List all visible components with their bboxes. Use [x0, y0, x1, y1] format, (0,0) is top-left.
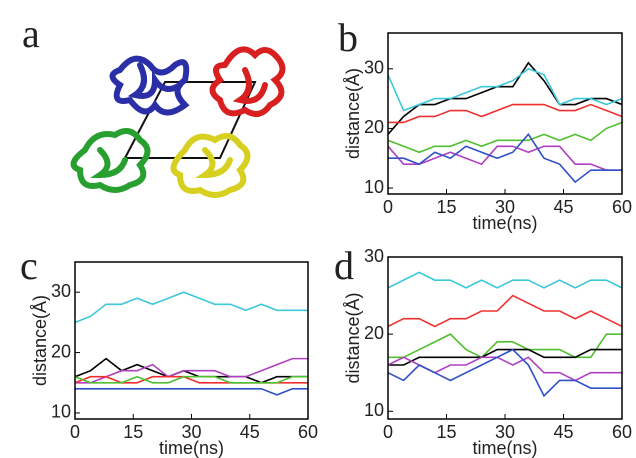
- y-tick-label: 20: [364, 323, 384, 343]
- y-tick-label: 20: [51, 341, 71, 361]
- data-line: [387, 356, 622, 382]
- x-axis-label: time(ns): [472, 213, 537, 233]
- x-tick-label: 30: [495, 422, 515, 442]
- molecule-image: [70, 46, 286, 198]
- y-axis-label: distance(Å): [343, 68, 363, 159]
- y-tick-label: 10: [51, 402, 71, 422]
- x-tick-label: 0: [70, 422, 80, 442]
- y-tick-label: 10: [364, 177, 384, 197]
- x-axis-label: time(ns): [159, 438, 224, 458]
- x-tick-label: 30: [495, 197, 515, 217]
- plot-frame: [387, 32, 623, 195]
- x-tick-label: 15: [123, 422, 143, 442]
- data-line: [388, 133, 622, 184]
- data-line: [75, 357, 308, 384]
- panel-label: d: [334, 243, 354, 288]
- y-tick-label: 20: [364, 117, 384, 137]
- data-line: [388, 333, 622, 359]
- data-line: [387, 294, 623, 328]
- y-tick-label: 10: [364, 400, 384, 420]
- data-line: [74, 375, 308, 384]
- data-line: [74, 357, 308, 384]
- x-tick-label: 15: [436, 422, 456, 442]
- y-tick-label: 30: [364, 246, 384, 266]
- x-tick-label: 45: [553, 422, 573, 442]
- panel-label: a: [22, 11, 40, 56]
- data-line: [388, 103, 623, 124]
- x-tick-label: 60: [612, 197, 632, 217]
- x-tick-label: 60: [612, 422, 632, 442]
- x-axis-label: time(ns): [472, 438, 537, 458]
- x-tick-label: 15: [436, 197, 456, 217]
- panel-label: c: [20, 243, 38, 288]
- data-line: [387, 121, 623, 154]
- x-tick-label: 0: [383, 422, 393, 442]
- data-line: [387, 67, 623, 112]
- data-line: [388, 348, 622, 366]
- y-tick-label: 30: [364, 58, 384, 78]
- x-tick-label: 60: [298, 422, 318, 442]
- x-tick-label: 45: [240, 422, 260, 442]
- data-line: [75, 388, 308, 396]
- data-line: [387, 145, 622, 171]
- y-tick-label: 30: [51, 281, 71, 301]
- x-tick-label: 30: [181, 422, 201, 442]
- y-axis-label: distance(Å): [343, 292, 363, 383]
- x-tick-label: 45: [553, 197, 573, 217]
- data-line: [74, 291, 308, 324]
- x-tick-label: 0: [383, 197, 393, 217]
- y-axis-label: distance(Å): [30, 295, 50, 386]
- data-line: [387, 61, 623, 135]
- data-line: [387, 271, 623, 289]
- panel-label: b: [338, 15, 358, 60]
- plot-frame: [74, 261, 309, 420]
- data-line: [387, 348, 622, 398]
